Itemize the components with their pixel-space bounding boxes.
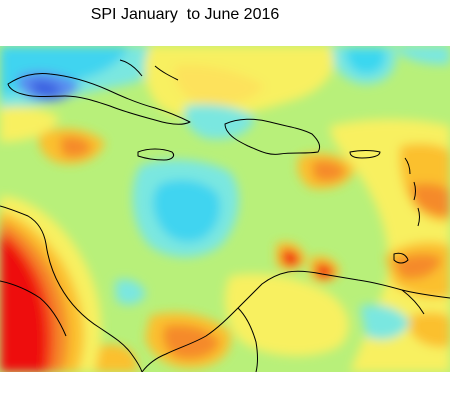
coastline-trinidad: [393, 252, 409, 264]
coastlines: [0, 59, 450, 372]
coastline-gulf: [237, 307, 258, 372]
coastline-central-america: [0, 205, 143, 372]
coastline-central-america-inner: [0, 280, 67, 337]
coastline-east: [401, 289, 425, 315]
coastline-bahamas: [119, 59, 179, 81]
coastline-puerto-rico: [349, 150, 381, 159]
coastline-south-america: [141, 270, 450, 372]
map-title: SPI January to June 2016: [90, 6, 280, 23]
spi-map-canvas: [0, 46, 450, 372]
coastline-jamaica: [137, 148, 175, 161]
coastline-lesser-antilles: [404, 157, 420, 227]
coastline-hispaniola: [224, 118, 321, 155]
spi-shaded-field: [0, 46, 450, 372]
coastline-cuba: [7, 73, 191, 125]
spi-map-panel: [0, 46, 450, 372]
